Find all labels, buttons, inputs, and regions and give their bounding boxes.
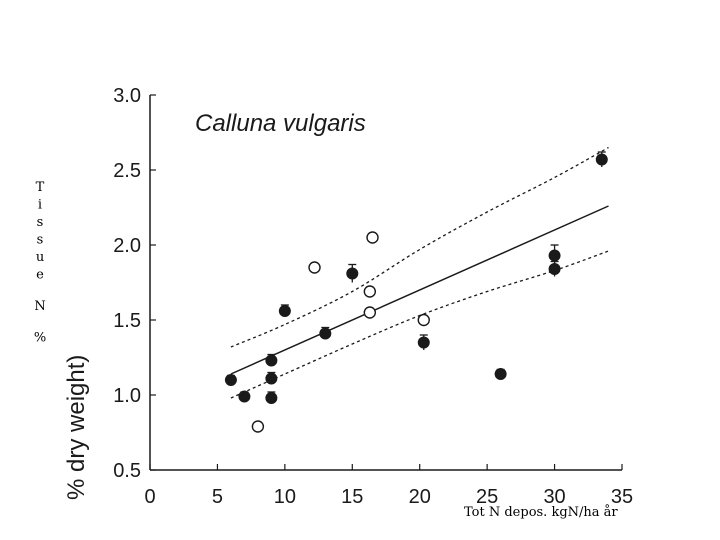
y-axis-label: % dry weight) [63,355,90,500]
filled-point [595,153,608,166]
y-ticks: 0.5 1.0 1.5 2.0 2.5 3.0 [113,85,156,482]
overlay-y-label-char: u [36,250,44,265]
y-tick-label: 1.0 [113,385,141,407]
x-tick-label: 15 [341,486,363,508]
overlay-y-label-char: % [34,331,46,346]
overlay-y-label-char: i [38,198,42,213]
x-tick-label: 20 [409,486,431,508]
regression-line [230,205,609,375]
overlay-y-label-char: T [36,180,45,195]
y-tick-label: 1.5 [113,310,141,332]
x-tick-label: 30 [543,486,565,508]
filled-point [548,263,561,275]
open-point [308,261,321,274]
x-ticks: 0 5 10 15 20 25 30 35 [144,464,633,508]
filled-point [346,267,359,280]
x-tick-label: 0 [144,486,155,508]
filled-point [417,336,430,349]
open-point [366,231,379,244]
filled-point [278,305,291,317]
y-tick-label: 2.0 [113,235,141,257]
filled-point [494,368,507,380]
ci-upper-curve [230,146,609,348]
x-tick-label: 10 [274,486,296,508]
filled-point [224,374,237,386]
filled-point [319,327,332,340]
overlay-y-label-char: s [37,233,44,248]
chart-title: Calluna vulgaris [195,110,366,137]
filled-point [238,390,251,403]
x-tick-label: 25 [476,486,498,508]
y-tick-label: 3.0 [113,85,141,107]
open-point [251,420,265,433]
x-tick-label: 35 [611,486,633,508]
filled-point [548,249,561,262]
overlay-y-label-char: e [36,268,44,283]
open-point [363,285,377,298]
y-tick-label: 0.5 [113,460,141,482]
filled-point [265,392,278,404]
data-points [224,151,608,433]
filled-point [265,372,278,385]
x-tick-label: 5 [212,486,223,508]
x-axis-label: Tot N depos. kgN/ha år [464,504,618,520]
open-point [363,306,377,319]
overlay-y-label-char: N [34,299,45,314]
y-tick-label: 2.5 [113,160,141,182]
filled-point [265,354,278,367]
open-point [417,313,430,327]
overlay-y-label-char: s [37,215,44,230]
